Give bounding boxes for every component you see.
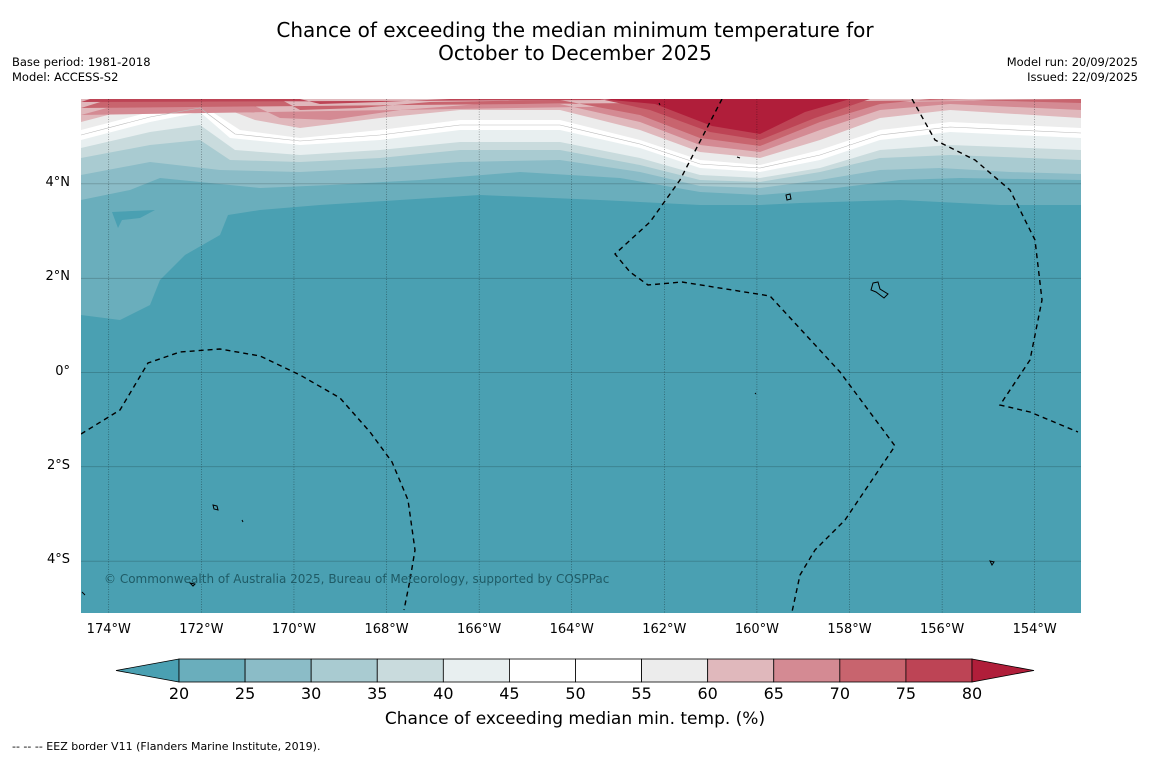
lon-tick-label: 174°W bbox=[86, 622, 131, 637]
island-outline bbox=[81, 591, 86, 596]
lon-tick-label: 162°W bbox=[642, 622, 687, 637]
graticule bbox=[81, 99, 1081, 613]
contour-line bbox=[81, 107, 1081, 169]
island-outline bbox=[658, 102, 661, 106]
colorbar-tick-label: 45 bbox=[499, 684, 520, 703]
island-outline bbox=[989, 560, 995, 566]
colorbar-tick-label: 80 bbox=[961, 684, 983, 703]
metadata-left: Base period: 1981-2018 Model: ACCESS-S2 bbox=[12, 55, 151, 85]
title-line-2: October to December 2025 bbox=[438, 41, 712, 65]
lon-tick-label: 160°W bbox=[734, 622, 779, 637]
island-outline bbox=[870, 281, 889, 299]
model-run-text: Model run: 20/09/2025 bbox=[1006, 55, 1138, 69]
colorbar-tick-label: 60 bbox=[697, 684, 718, 703]
lon-tick-label: 164°W bbox=[549, 622, 594, 637]
island-outline bbox=[188, 582, 197, 587]
colorbar-tick-label: 20 bbox=[168, 684, 190, 703]
map-field bbox=[81, 99, 1081, 613]
lat-tick-label: 4°N bbox=[45, 174, 71, 190]
islands bbox=[81, 102, 995, 596]
title-line-1: Chance of exceeding the median minimum t… bbox=[276, 18, 874, 42]
footnote: -- -- -- EEZ border V11 (Flanders Marine… bbox=[12, 740, 321, 753]
colorbar-label: Chance of exceeding median min. temp. (%… bbox=[384, 709, 766, 729]
field-patch bbox=[112, 210, 155, 228]
lon-tick-label: 156°W bbox=[920, 622, 965, 637]
issued-text: Issued: 22/09/2025 bbox=[1027, 70, 1138, 84]
colorbar-tick-label: 55 bbox=[631, 684, 652, 703]
lon-tick-label: 172°W bbox=[179, 622, 224, 637]
colorbar-tick-label: 40 bbox=[433, 684, 454, 703]
colorbar-tick-label: 25 bbox=[234, 684, 256, 703]
island-outline bbox=[785, 193, 792, 201]
lon-tick-label: 166°W bbox=[457, 622, 502, 637]
eez-border-west bbox=[81, 348, 416, 611]
lon-tick-label: 168°W bbox=[364, 622, 409, 637]
lat-tick-label: 2°N bbox=[45, 269, 71, 285]
colorbar-tick-label: 30 bbox=[300, 684, 322, 703]
base-period-text: Base period: 1981-2018 bbox=[12, 55, 151, 69]
island-outline bbox=[736, 156, 741, 159]
lat-tick-label: 0° bbox=[55, 363, 70, 379]
colorbar-tick-label: 65 bbox=[763, 684, 784, 703]
model-text: Model: ACCESS-S2 bbox=[12, 70, 119, 84]
island-outline bbox=[212, 504, 219, 511]
colorbar-tick-label: 50 bbox=[565, 684, 586, 703]
colorbar-tick-label: 75 bbox=[895, 684, 917, 703]
lon-tick-label: 170°W bbox=[271, 622, 317, 637]
lon-tick-label: 158°W bbox=[827, 622, 872, 637]
eez-border-central bbox=[614, 99, 896, 613]
field-above-80 bbox=[305, 99, 850, 134]
island-outline bbox=[754, 392, 757, 395]
lat-tick-label: 4°S bbox=[46, 552, 70, 568]
lat-tick-label: 2°S bbox=[46, 457, 70, 473]
colorbar-tick-label: 35 bbox=[367, 684, 388, 703]
eez-borders bbox=[81, 99, 1079, 613]
island-outline bbox=[241, 519, 244, 523]
lon-tick-label: 154°W bbox=[1012, 622, 1057, 637]
chart-title: Chance of exceeding the median minimum t… bbox=[0, 19, 1150, 65]
copyright-text: © Commonwealth of Australia 2025, Bureau… bbox=[104, 572, 610, 586]
colorbar-tick-label: 70 bbox=[829, 684, 850, 703]
metadata-right: Model run: 20/09/2025 Issued: 22/09/2025 bbox=[1007, 55, 1138, 85]
